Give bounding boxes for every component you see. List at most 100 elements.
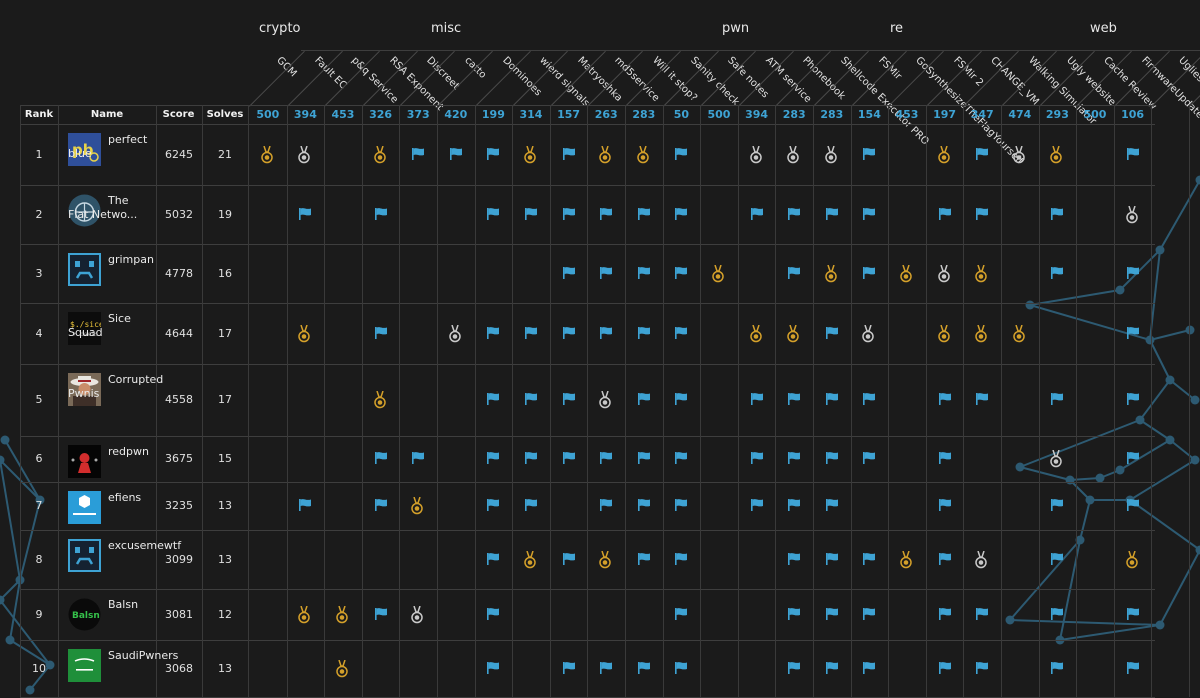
solved-flag-icon[interactable] (787, 660, 801, 678)
solved-flag-icon[interactable] (599, 325, 613, 343)
solved-flag-icon[interactable] (1126, 450, 1140, 468)
gold-medal-icon[interactable] (975, 325, 989, 343)
solved-flag-icon[interactable] (298, 206, 312, 224)
solved-flag-icon[interactable] (637, 325, 651, 343)
solved-flag-icon[interactable] (562, 551, 576, 569)
solved-flag-icon[interactable] (825, 551, 839, 569)
category-label-crypto[interactable]: crypto (259, 21, 301, 36)
solved-flag-icon[interactable] (787, 206, 801, 224)
solved-flag-icon[interactable] (975, 206, 989, 224)
team-name[interactable]: efiens (68, 491, 152, 505)
solved-flag-icon[interactable] (1126, 325, 1140, 343)
solved-flag-icon[interactable] (1050, 265, 1064, 283)
solved-flag-icon[interactable] (825, 660, 839, 678)
solved-flag-icon[interactable] (938, 551, 952, 569)
gold-medal-icon[interactable] (787, 325, 801, 343)
solved-flag-icon[interactable] (787, 497, 801, 515)
solved-flag-icon[interactable] (787, 551, 801, 569)
solved-flag-icon[interactable] (637, 206, 651, 224)
solved-flag-icon[interactable] (862, 206, 876, 224)
solved-flag-icon[interactable] (975, 660, 989, 678)
gold-medal-icon[interactable] (900, 265, 914, 283)
solved-flag-icon[interactable] (862, 391, 876, 409)
solved-flag-icon[interactable] (750, 450, 764, 468)
gold-medal-icon[interactable] (938, 325, 952, 343)
solved-flag-icon[interactable] (787, 391, 801, 409)
solved-flag-icon[interactable] (674, 450, 688, 468)
silver-medal-icon[interactable] (1013, 146, 1027, 164)
team-name[interactable]: The Flat Netwo... (68, 194, 152, 222)
solved-flag-icon[interactable] (674, 497, 688, 515)
solved-flag-icon[interactable] (562, 206, 576, 224)
solved-flag-icon[interactable] (1050, 606, 1064, 624)
solved-flag-icon[interactable] (674, 206, 688, 224)
solved-flag-icon[interactable] (862, 265, 876, 283)
solved-flag-icon[interactable] (825, 606, 839, 624)
solved-flag-icon[interactable] (486, 450, 500, 468)
solved-flag-icon[interactable] (374, 206, 388, 224)
name-column-header[interactable]: Name (59, 106, 155, 124)
solved-flag-icon[interactable] (674, 265, 688, 283)
silver-medal-icon[interactable] (750, 146, 764, 164)
team-name[interactable]: redpwn (68, 445, 152, 459)
solved-flag-icon[interactable] (374, 606, 388, 624)
gold-medal-icon[interactable] (750, 325, 764, 343)
solved-flag-icon[interactable] (411, 146, 425, 164)
solved-flag-icon[interactable] (524, 325, 538, 343)
solved-flag-icon[interactable] (750, 391, 764, 409)
solved-flag-icon[interactable] (938, 450, 952, 468)
solved-flag-icon[interactable] (862, 660, 876, 678)
solved-flag-icon[interactable] (825, 325, 839, 343)
solved-flag-icon[interactable] (562, 660, 576, 678)
silver-medal-icon[interactable] (599, 391, 613, 409)
team-name[interactable]: Corrupted Pwnis (68, 373, 152, 401)
gold-medal-icon[interactable] (900, 551, 914, 569)
solved-flag-icon[interactable] (562, 391, 576, 409)
solved-flag-icon[interactable] (1050, 391, 1064, 409)
rank-column-header[interactable]: Rank (20, 106, 58, 124)
solved-flag-icon[interactable] (787, 450, 801, 468)
solved-flag-icon[interactable] (862, 551, 876, 569)
solved-flag-icon[interactable] (862, 606, 876, 624)
gold-medal-icon[interactable] (336, 660, 350, 678)
solved-flag-icon[interactable] (1126, 606, 1140, 624)
solved-flag-icon[interactable] (486, 660, 500, 678)
solved-flag-icon[interactable] (637, 551, 651, 569)
solved-flag-icon[interactable] (674, 146, 688, 164)
solved-flag-icon[interactable] (486, 551, 500, 569)
solved-flag-icon[interactable] (599, 660, 613, 678)
gold-medal-icon[interactable] (1126, 551, 1140, 569)
solved-flag-icon[interactable] (938, 660, 952, 678)
category-label-re[interactable]: re (890, 21, 903, 36)
solved-flag-icon[interactable] (787, 606, 801, 624)
solved-flag-icon[interactable] (1050, 551, 1064, 569)
category-label-pwn[interactable]: pwn (722, 21, 749, 36)
solved-flag-icon[interactable] (825, 497, 839, 515)
team-name[interactable]: grimpan (68, 253, 152, 267)
silver-medal-icon[interactable] (411, 606, 425, 624)
silver-medal-icon[interactable] (298, 146, 312, 164)
solved-flag-icon[interactable] (1050, 660, 1064, 678)
gold-medal-icon[interactable] (298, 325, 312, 343)
solved-flag-icon[interactable] (486, 325, 500, 343)
gold-medal-icon[interactable] (712, 265, 726, 283)
solved-flag-icon[interactable] (486, 606, 500, 624)
team-name[interactable]: SaudiPwners (68, 649, 152, 663)
solved-flag-icon[interactable] (599, 265, 613, 283)
score-column-header[interactable]: Score (156, 106, 201, 124)
solved-flag-icon[interactable] (674, 660, 688, 678)
solved-flag-icon[interactable] (938, 391, 952, 409)
solved-flag-icon[interactable] (486, 206, 500, 224)
solved-flag-icon[interactable] (862, 450, 876, 468)
solved-flag-icon[interactable] (750, 497, 764, 515)
solved-flag-icon[interactable] (1050, 206, 1064, 224)
solved-flag-icon[interactable] (524, 391, 538, 409)
gold-medal-icon[interactable] (599, 551, 613, 569)
solved-flag-icon[interactable] (1126, 146, 1140, 164)
solved-flag-icon[interactable] (1126, 497, 1140, 515)
silver-medal-icon[interactable] (938, 265, 952, 283)
solved-flag-icon[interactable] (374, 450, 388, 468)
silver-medal-icon[interactable] (862, 325, 876, 343)
solved-flag-icon[interactable] (1050, 497, 1064, 515)
solved-flag-icon[interactable] (674, 551, 688, 569)
